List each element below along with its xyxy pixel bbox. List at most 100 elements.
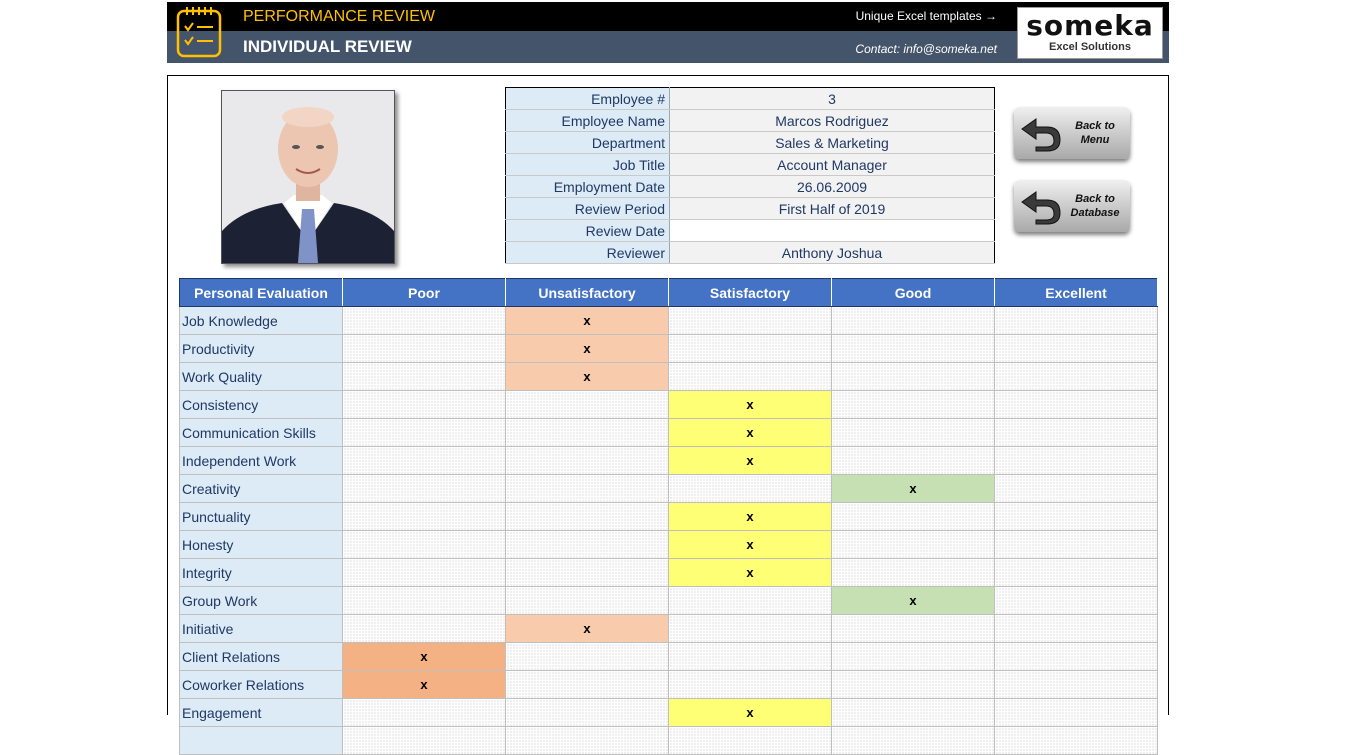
rating-cell-unsatisfactory[interactable]: [505, 670, 669, 699]
rating-cell-excellent[interactable]: [994, 390, 1158, 419]
rating-cell-good[interactable]: [831, 362, 995, 391]
rating-cell-poor[interactable]: x: [342, 642, 506, 671]
info-value[interactable]: Sales & Marketing: [669, 131, 995, 154]
rating-cell-unsatisfactory[interactable]: [505, 530, 669, 559]
rating-cell-excellent[interactable]: [994, 306, 1158, 335]
rating-cell-poor[interactable]: [342, 446, 506, 475]
someka-logo[interactable]: someka Excel Solutions: [1017, 7, 1163, 59]
rating-cell-good[interactable]: [831, 446, 995, 475]
rating-cell-poor[interactable]: [342, 334, 506, 363]
rating-cell-unsatisfactory[interactable]: [505, 698, 669, 727]
rating-cell-poor[interactable]: [342, 418, 506, 447]
rating-cell-good[interactable]: [831, 390, 995, 419]
rating-cell-unsatisfactory[interactable]: [505, 726, 669, 755]
rating-cell-unsatisfactory[interactable]: [505, 586, 669, 615]
rating-cell-satisfactory[interactable]: [668, 614, 832, 643]
rating-cell-excellent[interactable]: [994, 614, 1158, 643]
rating-cell-satisfactory[interactable]: [668, 586, 832, 615]
rating-cell-excellent[interactable]: [994, 446, 1158, 475]
rating-cell-satisfactory[interactable]: x: [668, 558, 832, 587]
info-row: Employee # 3: [505, 87, 995, 110]
rating-cell-poor[interactable]: [342, 586, 506, 615]
evaluation-table: Personal Evaluation Poor Unsatisfactory …: [179, 278, 1158, 755]
rating-cell-satisfactory[interactable]: [668, 334, 832, 363]
rating-cell-satisfactory[interactable]: [668, 670, 832, 699]
rating-cell-unsatisfactory[interactable]: x: [505, 306, 669, 335]
logo-wordmark: someka: [1026, 9, 1154, 42]
info-value[interactable]: 3: [669, 87, 995, 110]
rating-cell-satisfactory[interactable]: x: [668, 446, 832, 475]
rating-cell-good[interactable]: [831, 502, 995, 531]
templates-link[interactable]: Unique Excel templates →: [855, 9, 997, 23]
rating-cell-unsatisfactory[interactable]: [505, 446, 669, 475]
rating-cell-good[interactable]: x: [831, 474, 995, 503]
rating-cell-satisfactory[interactable]: [668, 726, 832, 755]
info-value[interactable]: First Half of 2019: [669, 197, 995, 220]
info-value[interactable]: 26.06.2009: [669, 175, 995, 198]
rating-cell-good[interactable]: [831, 418, 995, 447]
rating-cell-excellent[interactable]: [994, 642, 1158, 671]
back-to-database-label: Back to Database: [1070, 193, 1120, 219]
rating-cell-good[interactable]: [831, 698, 995, 727]
rating-cell-unsatisfactory[interactable]: [505, 390, 669, 419]
rating-cell-good[interactable]: [831, 306, 995, 335]
rating-cell-excellent[interactable]: [994, 334, 1158, 363]
rating-cell-excellent[interactable]: [994, 474, 1158, 503]
review-date-input[interactable]: [669, 219, 995, 242]
rating-cell-unsatisfactory[interactable]: [505, 418, 669, 447]
rating-cell-satisfactory[interactable]: [668, 306, 832, 335]
rating-cell-satisfactory[interactable]: x: [668, 530, 832, 559]
rating-cell-unsatisfactory[interactable]: [505, 502, 669, 531]
rating-cell-poor[interactable]: [342, 698, 506, 727]
rating-cell-poor[interactable]: [342, 474, 506, 503]
rating-cell-poor[interactable]: [342, 390, 506, 419]
rating-cell-good[interactable]: [831, 614, 995, 643]
rating-cell-poor[interactable]: [342, 362, 506, 391]
column-header-unsatisfactory: Unsatisfactory: [505, 278, 669, 307]
info-value[interactable]: Anthony Joshua: [669, 241, 995, 264]
rating-cell-poor[interactable]: [342, 502, 506, 531]
rating-cell-excellent[interactable]: [994, 670, 1158, 699]
rating-cell-poor[interactable]: [342, 558, 506, 587]
rating-cell-unsatisfactory[interactable]: x: [505, 362, 669, 391]
rating-cell-good[interactable]: x: [831, 586, 995, 615]
rating-cell-good[interactable]: [831, 530, 995, 559]
table-row: [179, 726, 1158, 755]
rating-cell-satisfactory[interactable]: [668, 362, 832, 391]
rating-cell-poor[interactable]: [342, 530, 506, 559]
rating-cell-satisfactory[interactable]: x: [668, 502, 832, 531]
rating-cell-unsatisfactory[interactable]: [505, 558, 669, 587]
rating-cell-excellent[interactable]: [994, 726, 1158, 755]
rating-cell-good[interactable]: [831, 558, 995, 587]
rating-cell-satisfactory[interactable]: [668, 474, 832, 503]
rating-cell-excellent[interactable]: [994, 698, 1158, 727]
table-row: Initiative x: [179, 614, 1158, 643]
rating-cell-excellent[interactable]: [994, 558, 1158, 587]
rating-cell-good[interactable]: [831, 670, 995, 699]
rating-cell-satisfactory[interactable]: x: [668, 418, 832, 447]
rating-cell-excellent[interactable]: [994, 362, 1158, 391]
column-header-poor: Poor: [342, 278, 506, 307]
info-value[interactable]: Account Manager: [669, 153, 995, 176]
rating-cell-poor[interactable]: [342, 306, 506, 335]
rating-cell-excellent[interactable]: [994, 502, 1158, 531]
rating-cell-poor[interactable]: x: [342, 670, 506, 699]
rating-cell-unsatisfactory[interactable]: x: [505, 614, 669, 643]
rating-cell-good[interactable]: [831, 642, 995, 671]
rating-cell-satisfactory[interactable]: [668, 642, 832, 671]
rating-cell-satisfactory[interactable]: x: [668, 390, 832, 419]
rating-cell-unsatisfactory[interactable]: x: [505, 334, 669, 363]
rating-cell-excellent[interactable]: [994, 586, 1158, 615]
back-to-menu-button[interactable]: Back to Menu: [1014, 107, 1130, 159]
rating-cell-satisfactory[interactable]: x: [668, 698, 832, 727]
info-value[interactable]: Marcos Rodriguez: [669, 109, 995, 132]
rating-cell-poor[interactable]: [342, 726, 506, 755]
rating-cell-poor[interactable]: [342, 614, 506, 643]
rating-cell-unsatisfactory[interactable]: [505, 474, 669, 503]
rating-cell-unsatisfactory[interactable]: [505, 642, 669, 671]
rating-cell-good[interactable]: [831, 726, 995, 755]
rating-cell-excellent[interactable]: [994, 530, 1158, 559]
rating-cell-good[interactable]: [831, 334, 995, 363]
back-to-database-button[interactable]: Back to Database: [1014, 180, 1130, 232]
rating-cell-excellent[interactable]: [994, 418, 1158, 447]
